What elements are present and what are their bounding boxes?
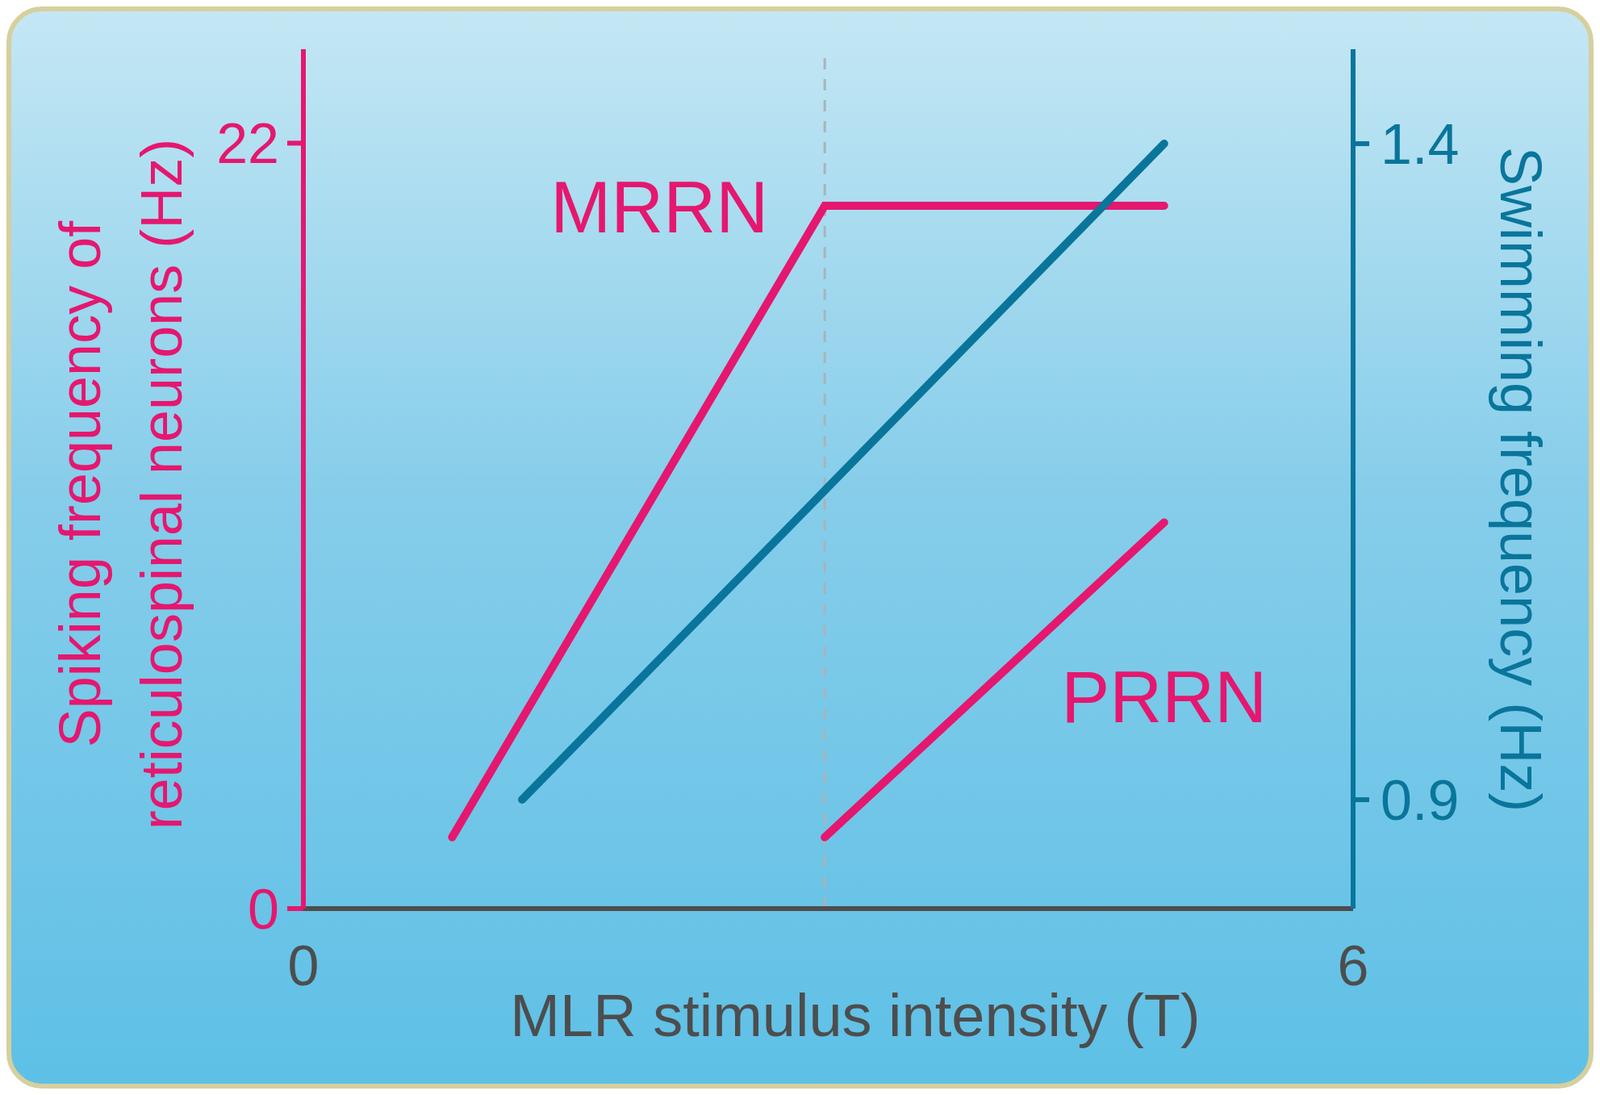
svg-text:MRRN: MRRN (550, 167, 769, 248)
svg-text:22: 22 (216, 112, 280, 176)
svg-text:MLR stimulus intensity (T): MLR stimulus intensity (T) (509, 981, 1200, 1049)
svg-text:0: 0 (247, 877, 280, 941)
svg-text:Spiking frequency of: Spiking frequency of (47, 220, 113, 748)
svg-text:0: 0 (288, 934, 320, 998)
svg-text:PRRN: PRRN (1061, 656, 1267, 738)
svg-text:1.4: 1.4 (1380, 112, 1459, 176)
svg-text:Swimming frequency (Hz): Swimming frequency (Hz) (1488, 146, 1554, 812)
svg-text:reticulospinal neurons (Hz): reticulospinal neurons (Hz) (129, 138, 194, 830)
svg-text:6: 6 (1337, 934, 1370, 998)
svg-text:0.9: 0.9 (1380, 768, 1459, 832)
